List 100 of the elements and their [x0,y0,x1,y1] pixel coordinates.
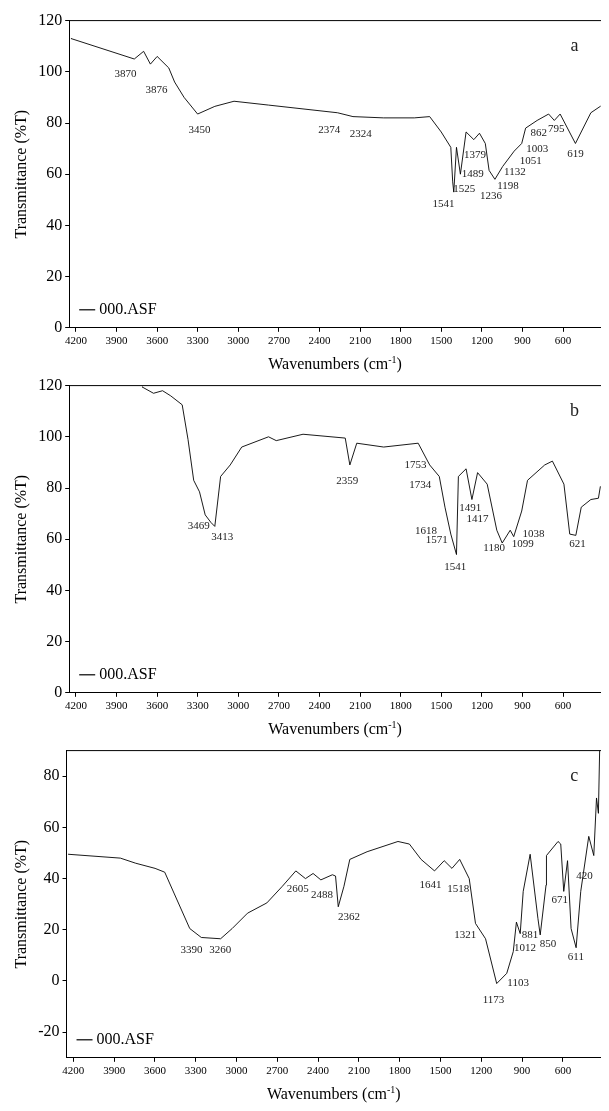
annotation: b [569,400,579,421]
x-tick-label: 3000 [225,1064,249,1077]
y-tick-label: 100 [38,62,63,79]
annotation: 671 [551,893,569,906]
y-tick-label: 40 [46,580,63,598]
x-tick-label: 600 [554,334,572,347]
x-tick-label: 900 [514,699,532,712]
annotation: 621 [569,537,586,550]
annotation: 2488 [311,888,334,901]
annotation: 611 [567,949,584,962]
annotation: 1012 [514,940,537,953]
annotation: 1491 [459,501,482,514]
annotation: 862 [530,126,548,139]
annotation: 1379 [463,147,487,160]
x-tick-label: 1500 [429,1064,453,1077]
annotation: 3260 [209,943,232,956]
annotation: 619 [567,146,585,159]
legend-label: 000.ASF [99,300,157,317]
x-tick-label: 1800 [389,334,413,347]
x-tick-label: 900 [513,1064,531,1077]
y-tick-label: 20 [46,631,63,649]
annotation: 1321 [454,927,477,940]
x-tick-label: 4200 [64,699,88,712]
x-tick-label: 3300 [186,699,210,712]
y-axis-title: Transmittance (%T) [11,109,30,239]
x-tick-label: 3000 [227,699,250,712]
x-tick-label: 3000 [227,334,250,347]
annotation: 1003 [526,141,549,154]
annotation: c [570,765,579,786]
y-tick-label: 80 [43,766,60,784]
annotation: 1038 [522,526,545,539]
x-tick-label: 1500 [430,334,453,347]
x-tick-label: 3900 [105,334,129,347]
x-tick-label: 1800 [389,699,413,712]
annotation: 3450 [188,123,211,136]
x-tick-label: 3900 [103,1064,126,1077]
y-axis-title: Transmittance (%T) [11,839,30,969]
y-tick-label: 100 [38,427,63,444]
legend-label: 000.ASF [99,665,157,682]
y-axis-title: Transmittance (%T) [11,474,30,604]
annotation: 1236 [479,188,503,201]
x-tick-label: 3600 [143,1064,167,1077]
x-tick-label: 2400 [308,699,332,712]
annotation: 1132 [504,164,526,177]
y-tick-label: 0 [54,318,63,335]
x-tick-label: 3300 [186,334,210,347]
x-tick-label: 2100 [349,699,372,712]
annotation: 2605 [286,881,310,894]
y-tick-label: 120 [38,375,63,393]
x-tick-label: 600 [554,1064,572,1077]
x-tick-label: 3900 [105,699,129,712]
y-tick-label: 80 [46,478,63,496]
annotation: 3469 [187,519,211,532]
annotation: 1099 [511,537,535,550]
x-tick-label: 3600 [146,699,169,712]
annotation: 2359 [336,474,359,487]
annotation: 1489 [461,167,485,180]
annotation: 2324 [349,127,373,140]
y-tick-label: -20 [38,1022,60,1040]
x-tick-label: 2400 [308,334,332,347]
y-tick-label: 0 [51,971,60,989]
x-tick-label: 1200 [470,1064,493,1077]
annotation: 2374 [318,123,341,136]
annotation: 3870 [114,67,138,80]
x-tick-label: 2100 [349,334,372,347]
y-tick-label: 0 [54,683,63,700]
annotation: a [570,35,579,56]
x-tick-label: 2700 [267,334,291,347]
x-tick-label: 900 [514,334,532,347]
annotation: 1734 [409,478,432,491]
x-tick-label: 2400 [307,1064,330,1077]
annotation: 1103 [507,976,530,989]
y-tick-label: 80 [46,113,63,131]
x-tick-label: 2700 [266,1064,289,1077]
annotation: 1173 [482,993,505,1006]
x-tick-label: 1200 [470,699,494,712]
annotation: 2362 [338,909,360,922]
annotation: 1417 [466,511,490,524]
annotation: 1518 [447,881,470,894]
y-tick-label: 60 [46,164,63,182]
legend-label: 000.ASF [96,1030,154,1047]
annotation: 1541 [444,560,467,573]
x-tick-label: 2100 [347,1064,371,1077]
x-tick-label: 4200 [62,1064,85,1077]
x-tick-label: 600 [554,699,572,712]
annotation: 3390 [180,943,204,956]
annotation: 1541 [432,196,455,209]
annotation: 1525 [453,182,476,195]
annotation: 850 [539,936,557,949]
x-tick-label: 1800 [388,1064,412,1077]
y-tick-label: 120 [38,10,63,28]
annotation: 1180 [483,541,506,553]
x-tick-label: 4200 [64,334,88,347]
x-tick-label: 2700 [267,699,291,712]
y-tick-label: 60 [43,817,60,835]
annotation: 3413 [211,529,234,542]
annotation: 1051 [519,154,542,167]
y-tick-label: 40 [46,215,63,233]
annotation: 1753 [404,457,427,470]
annotation: 3876 [145,82,168,95]
